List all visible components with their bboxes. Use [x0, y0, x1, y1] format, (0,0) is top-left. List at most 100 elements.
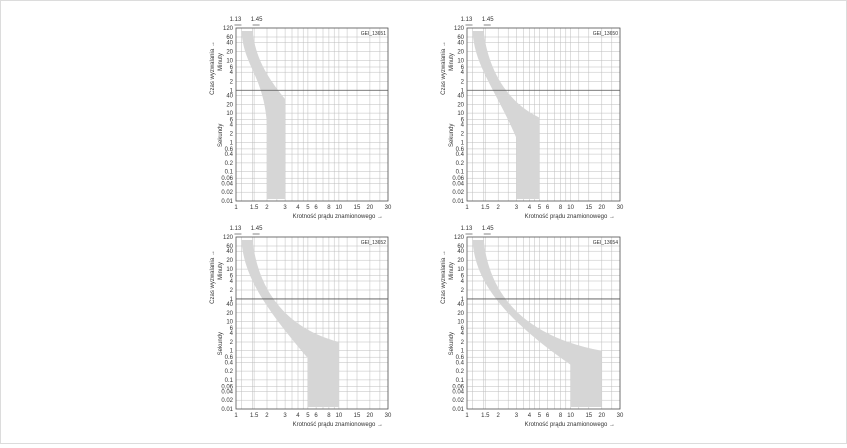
x-tick-label: 5: [306, 205, 310, 211]
x-tick-label: 20: [367, 205, 374, 211]
y-tick-label: 20: [226, 49, 233, 55]
x-tick-label: 1.5: [250, 205, 259, 211]
marker-label-1-45: 1.45: [251, 17, 263, 23]
y-tick-label: 4: [230, 123, 234, 129]
y-tick-label: 0.01: [452, 199, 464, 205]
y-tick-label: 4: [230, 331, 234, 337]
x-tick-label: 10: [336, 205, 343, 211]
y-tick-label: 0.1: [456, 378, 465, 384]
y-tick-label: 4: [461, 123, 465, 129]
x-tick-label: 8: [327, 205, 331, 211]
y-tick-label: 0.6: [456, 355, 465, 361]
y-tick-label: 0.06: [452, 384, 464, 390]
y-tick-label: 10: [457, 58, 464, 64]
x-tick-label: 1: [234, 413, 238, 419]
y-tick-label: 10: [457, 320, 464, 326]
y-axis-title: Czas wyzwalania →: [441, 41, 447, 95]
trip-band: [241, 240, 339, 407]
y-tick-label: 60: [457, 244, 464, 250]
y-tick-label: 6: [461, 65, 465, 71]
x-tick-label: 10: [336, 413, 343, 419]
y-tick-label: 2: [461, 79, 465, 85]
y-tick-label: 40: [226, 249, 233, 255]
y-tick-label: 0.02: [452, 190, 464, 196]
x-tick-label: 3: [515, 413, 519, 419]
y-axis-title: Czas wyzwalania →: [210, 41, 216, 95]
y-tick-label: 0.1: [456, 170, 465, 176]
y-tick-label: 120: [223, 235, 234, 241]
x-tick-label: 4: [296, 413, 300, 419]
y-tick-label: 0.02: [221, 190, 233, 196]
y-tick-label: 0.4: [456, 360, 465, 366]
y-tick-label: 4: [230, 279, 234, 285]
x-tick-label: 30: [617, 413, 624, 419]
seconds-label: Sekundy: [449, 124, 455, 147]
x-tick-label: 5: [538, 413, 542, 419]
minutes-label: Minuty: [218, 53, 224, 71]
x-tick-label: 1.5: [481, 413, 490, 419]
plot-frame: [466, 236, 621, 410]
seconds-label: Sekundy: [218, 332, 224, 355]
x-tick-label: 2: [497, 413, 501, 419]
y-tick-label: 0.02: [452, 398, 464, 404]
plot-frame: [466, 27, 621, 202]
x-tick-label: 8: [559, 205, 563, 211]
x-axis-title: Krotność prądu znamionowego →: [293, 214, 383, 220]
y-tick-label: 10: [457, 267, 464, 273]
x-tick-label: 2: [265, 205, 269, 211]
x-tick-label: 2: [497, 205, 501, 211]
y-tick-label: 0.2: [456, 161, 465, 167]
minutes-label: Minuty: [449, 53, 455, 71]
grid: [236, 27, 389, 202]
y-tick-label: 0.04: [221, 181, 233, 187]
y-tick-label: 40: [457, 93, 464, 99]
y-tick-label: 0.2: [225, 369, 234, 375]
y-tick-label: 60: [226, 244, 233, 250]
y-tick-label: 2: [230, 340, 234, 346]
y-axis-title: Czas wyzwalania →: [210, 250, 216, 304]
x-tick-label: 8: [327, 413, 331, 419]
y-tick-label: 0.6: [225, 355, 234, 361]
y-tick-label: 4: [461, 70, 465, 76]
x-axis-title: Krotność prądu znamionowego →: [525, 422, 615, 428]
x-tick-label: 30: [385, 205, 392, 211]
y-tick-label: 2: [230, 79, 234, 85]
chart-id-label: GEI_13654: [593, 240, 619, 246]
y-tick-label: 6: [230, 65, 234, 71]
x-tick-label: 10: [567, 205, 574, 211]
x-tick-label: 4: [528, 413, 532, 419]
y-tick-label: 6: [461, 274, 465, 280]
y-tick-label: 0.2: [456, 369, 465, 375]
y-tick-label: 2: [461, 132, 465, 138]
y-tick-label: 1: [230, 297, 234, 303]
y-tick-label: 20: [457, 102, 464, 108]
y-tick-label: 40: [226, 93, 233, 99]
y-tick-label: 1: [461, 349, 465, 355]
trip-band: [472, 31, 540, 199]
x-tick-label: 4: [296, 205, 300, 211]
y-tick-label: 20: [226, 102, 233, 108]
trip-band: [241, 31, 286, 199]
y-tick-label: 60: [226, 35, 233, 41]
x-tick-label: 5: [306, 413, 310, 419]
y-tick-label: 0.6: [225, 147, 234, 153]
y-tick-label: 2: [230, 132, 234, 138]
y-tick-label: 0.04: [452, 389, 464, 395]
x-tick-label: 1: [234, 205, 238, 211]
y-tick-label: 40: [457, 249, 464, 255]
x-tick-label: 6: [546, 205, 550, 211]
x-tick-label: 1.5: [250, 413, 259, 419]
y-tick-label: 6: [230, 118, 234, 124]
y-tick-label: 10: [226, 111, 233, 117]
y-tick-label: 6: [461, 118, 465, 124]
y-tick-label: 0.06: [221, 176, 233, 182]
x-tick-label: 3: [515, 205, 519, 211]
y-tick-label: 0.06: [221, 384, 233, 390]
x-tick-label: 5: [538, 205, 542, 211]
y-tick-label: 1: [461, 88, 465, 94]
y-tick-label: 120: [454, 235, 465, 241]
x-tick-label: 6: [314, 413, 318, 419]
